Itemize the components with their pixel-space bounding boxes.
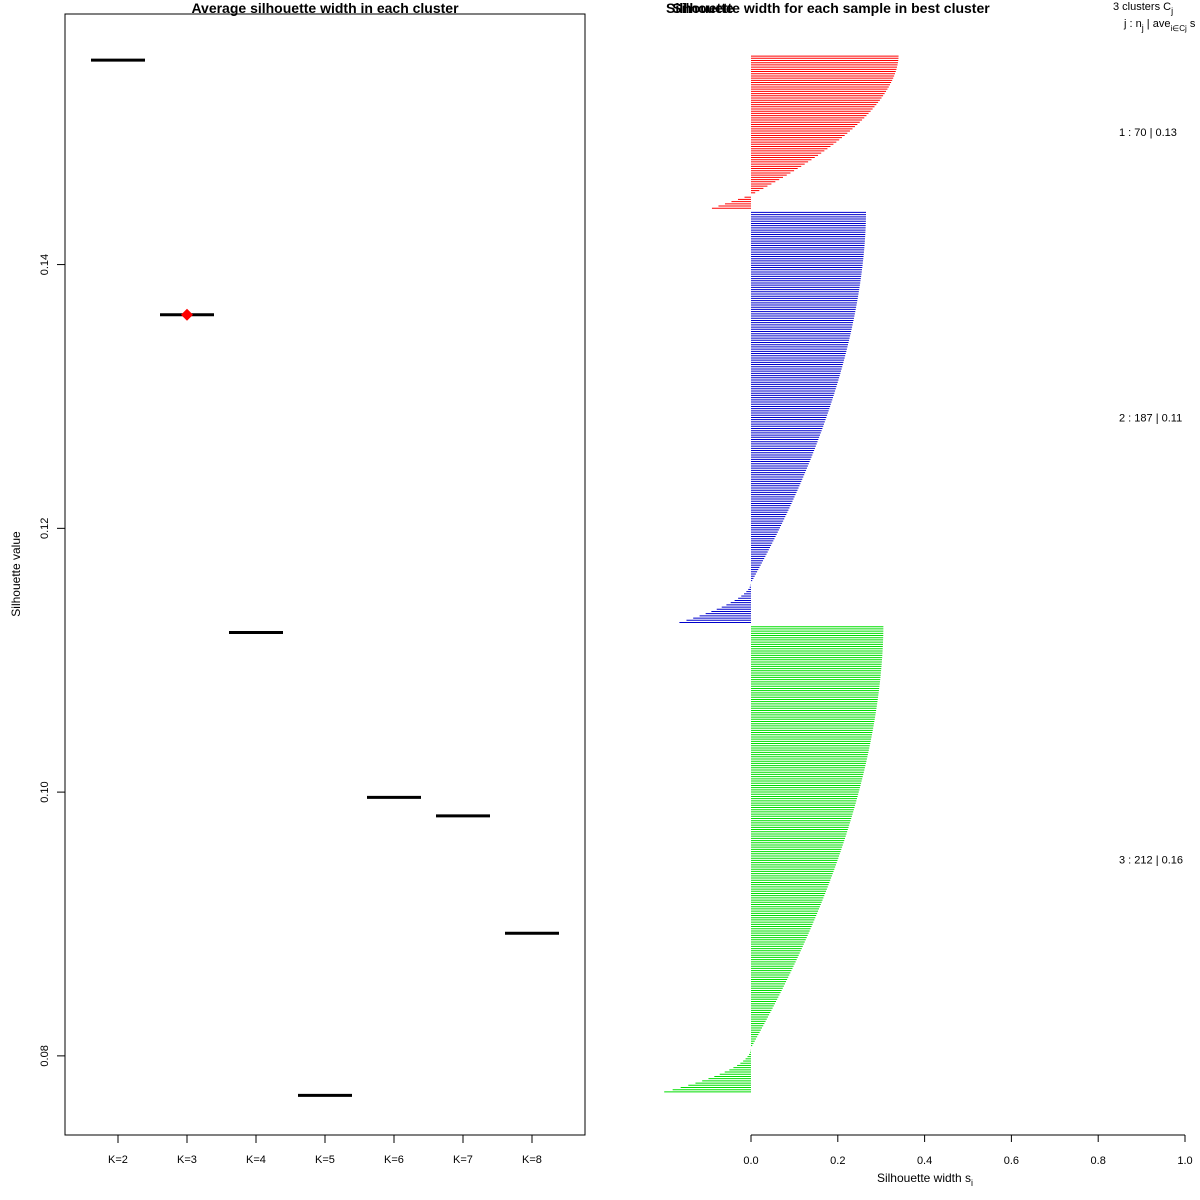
x-tick-label: K=3 [177,1154,197,1166]
left-axis-ticks: K=2 K=3 K=4 K=5 K=6 K=7 K=8 0.08 0.10 0.12 0.14 [39,254,542,1166]
x-tick-label: K=5 [315,1154,335,1166]
left-y-axis-title: Silhouette value [9,531,23,617]
x-tick-label: 0.4 [917,1155,932,1167]
cluster-label-1: 1 : 70 | 0.13 [1119,127,1177,139]
x-tick-label: K=2 [108,1154,128,1166]
x-tick-label: 0.8 [1091,1155,1106,1167]
right-chart-title: Silhouette width for each sample in best… [672,0,990,16]
cluster-label-2: 2 : 187 | 0.11 [1119,412,1182,424]
right-x-axis-title: Silhouette width si [877,1171,973,1188]
y-tick-label: 0.08 [39,1045,51,1066]
left-chart-title: Average silhouette width in each cluster [191,0,459,16]
avg-silhouette-panel: Average silhouette width in each cluster… [9,0,586,1166]
cluster-legend-header: 3 clusters Cj [1113,1,1173,16]
right-chart-title-overlap: Silhouette [666,0,734,16]
y-tick-label: 0.10 [39,781,51,802]
cluster-labels: 1 : 70 | 0.13 2 : 187 | 0.11 3 : 212 | 0.1… [1119,127,1183,866]
right-axis-ticks: 0.0 0.2 0.4 0.6 0.8 1.0 [743,1135,1193,1167]
left-chart-marks [91,58,559,1097]
y-tick-label: 0.12 [39,518,51,539]
best-k-marker [181,308,193,321]
x-tick-label: 0.2 [830,1155,845,1167]
y-tick-label: 0.14 [39,254,51,275]
silhouette-plot-panel: Silhouette Silhouette width for each sam… [664,0,1196,1188]
cluster-legend-subheader: j : nj | avei∈Cj s [1123,18,1196,33]
x-tick-label: K=7 [453,1154,473,1166]
x-tick-label: K=6 [384,1154,404,1166]
x-tick-label: 0.6 [1004,1155,1019,1167]
cluster-label-3: 3 : 212 | 0.16 [1119,854,1183,866]
x-tick-label: 1.0 [1177,1155,1192,1167]
x-tick-label: K=8 [522,1154,542,1166]
x-tick-label: 0.0 [743,1155,758,1167]
silhouette-bars [664,55,899,1093]
x-tick-label: K=4 [246,1154,266,1166]
